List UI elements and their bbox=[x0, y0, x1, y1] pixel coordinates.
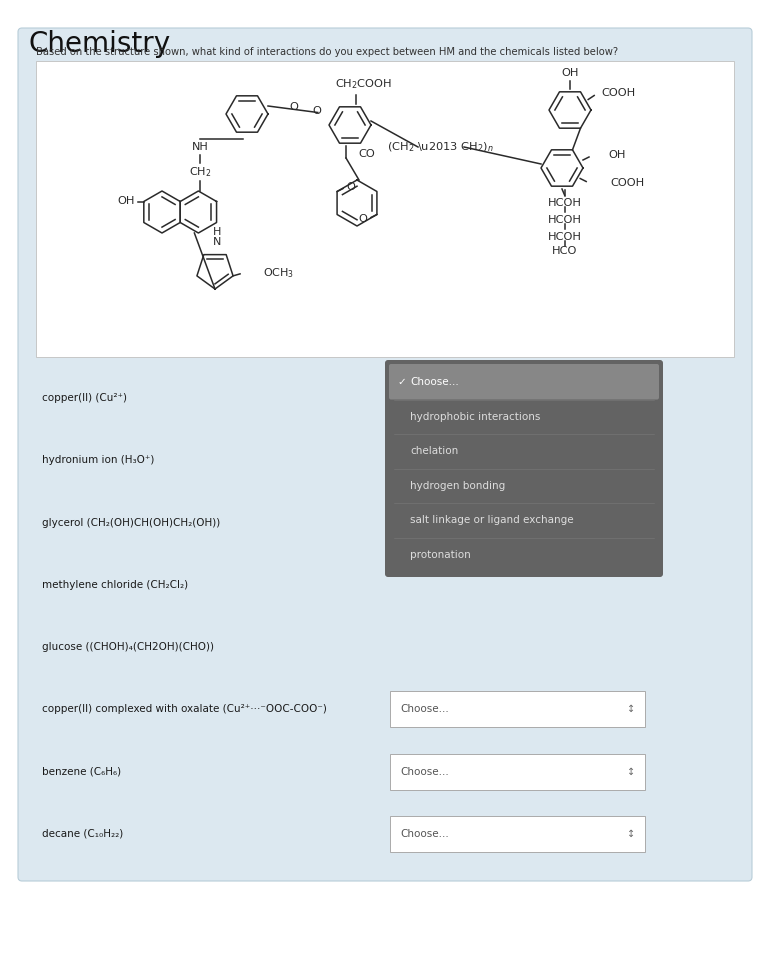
FancyBboxPatch shape bbox=[390, 815, 645, 852]
Text: ↕: ↕ bbox=[627, 829, 635, 839]
Text: NH: NH bbox=[192, 142, 209, 152]
Text: CH$_2$: CH$_2$ bbox=[189, 165, 212, 179]
Text: ↕: ↕ bbox=[627, 766, 635, 777]
Text: CH$_2$COOH: CH$_2$COOH bbox=[336, 77, 393, 91]
Text: methylene chloride (CH₂Cl₂): methylene chloride (CH₂Cl₂) bbox=[42, 580, 188, 590]
Text: Chemistry: Chemistry bbox=[28, 30, 170, 58]
FancyBboxPatch shape bbox=[18, 28, 752, 881]
Text: OH: OH bbox=[561, 68, 579, 78]
Text: O: O bbox=[313, 105, 321, 116]
Text: Choose...: Choose... bbox=[410, 377, 459, 387]
Text: salt linkage or ligand exchange: salt linkage or ligand exchange bbox=[410, 515, 574, 525]
Text: (CH$_2$ \u2013 CH$_2$)$_n$: (CH$_2$ \u2013 CH$_2$)$_n$ bbox=[387, 140, 494, 153]
Text: CO: CO bbox=[358, 149, 375, 159]
Text: O: O bbox=[289, 102, 298, 113]
Text: copper(II) (Cu²⁺): copper(II) (Cu²⁺) bbox=[42, 393, 127, 403]
Text: O: O bbox=[359, 213, 367, 224]
Text: ✓: ✓ bbox=[397, 377, 406, 387]
Text: decane (C₁₀H₂₂): decane (C₁₀H₂₂) bbox=[42, 829, 123, 839]
FancyBboxPatch shape bbox=[389, 364, 659, 400]
Text: glucose ((CHOH)₄(CH2OH)(CHO)): glucose ((CHOH)₄(CH2OH)(CHO)) bbox=[42, 642, 214, 652]
Text: HCOH: HCOH bbox=[548, 198, 582, 208]
Text: Based on the structure shown, what kind of interactions do you expect between HM: Based on the structure shown, what kind … bbox=[36, 47, 618, 57]
Text: chelation: chelation bbox=[410, 446, 458, 456]
Text: OH: OH bbox=[117, 197, 135, 207]
Text: hydrogen bonding: hydrogen bonding bbox=[410, 481, 505, 491]
Text: HCOH: HCOH bbox=[548, 232, 582, 242]
Text: hydrophobic interactions: hydrophobic interactions bbox=[410, 412, 541, 422]
FancyBboxPatch shape bbox=[390, 754, 645, 789]
Text: glycerol (CH₂(OH)CH(OH)CH₂(OH)): glycerol (CH₂(OH)CH(OH)CH₂(OH)) bbox=[42, 517, 220, 528]
FancyBboxPatch shape bbox=[36, 61, 734, 357]
Text: ↕: ↕ bbox=[627, 704, 635, 714]
Text: protonation: protonation bbox=[410, 550, 470, 560]
Text: benzene (C₆H₆): benzene (C₆H₆) bbox=[42, 766, 121, 777]
Text: N: N bbox=[213, 237, 221, 247]
Text: HCO: HCO bbox=[552, 246, 578, 256]
Text: OH: OH bbox=[608, 150, 625, 160]
FancyBboxPatch shape bbox=[390, 691, 645, 728]
Text: HCOH: HCOH bbox=[548, 215, 582, 225]
Text: H: H bbox=[213, 227, 221, 237]
FancyBboxPatch shape bbox=[385, 360, 663, 577]
Text: Choose...: Choose... bbox=[400, 829, 449, 839]
Text: Choose...: Choose... bbox=[400, 704, 449, 714]
Text: COOH: COOH bbox=[601, 89, 635, 98]
Text: OCH$_3$: OCH$_3$ bbox=[263, 266, 294, 280]
Text: copper(II) complexed with oxalate (Cu²⁺···⁻OOC-COO⁻): copper(II) complexed with oxalate (Cu²⁺·… bbox=[42, 704, 327, 714]
Text: hydronium ion (H₃O⁺): hydronium ion (H₃O⁺) bbox=[42, 455, 154, 465]
Text: O: O bbox=[346, 182, 356, 192]
Text: COOH: COOH bbox=[610, 178, 644, 187]
Text: Choose...: Choose... bbox=[400, 766, 449, 777]
